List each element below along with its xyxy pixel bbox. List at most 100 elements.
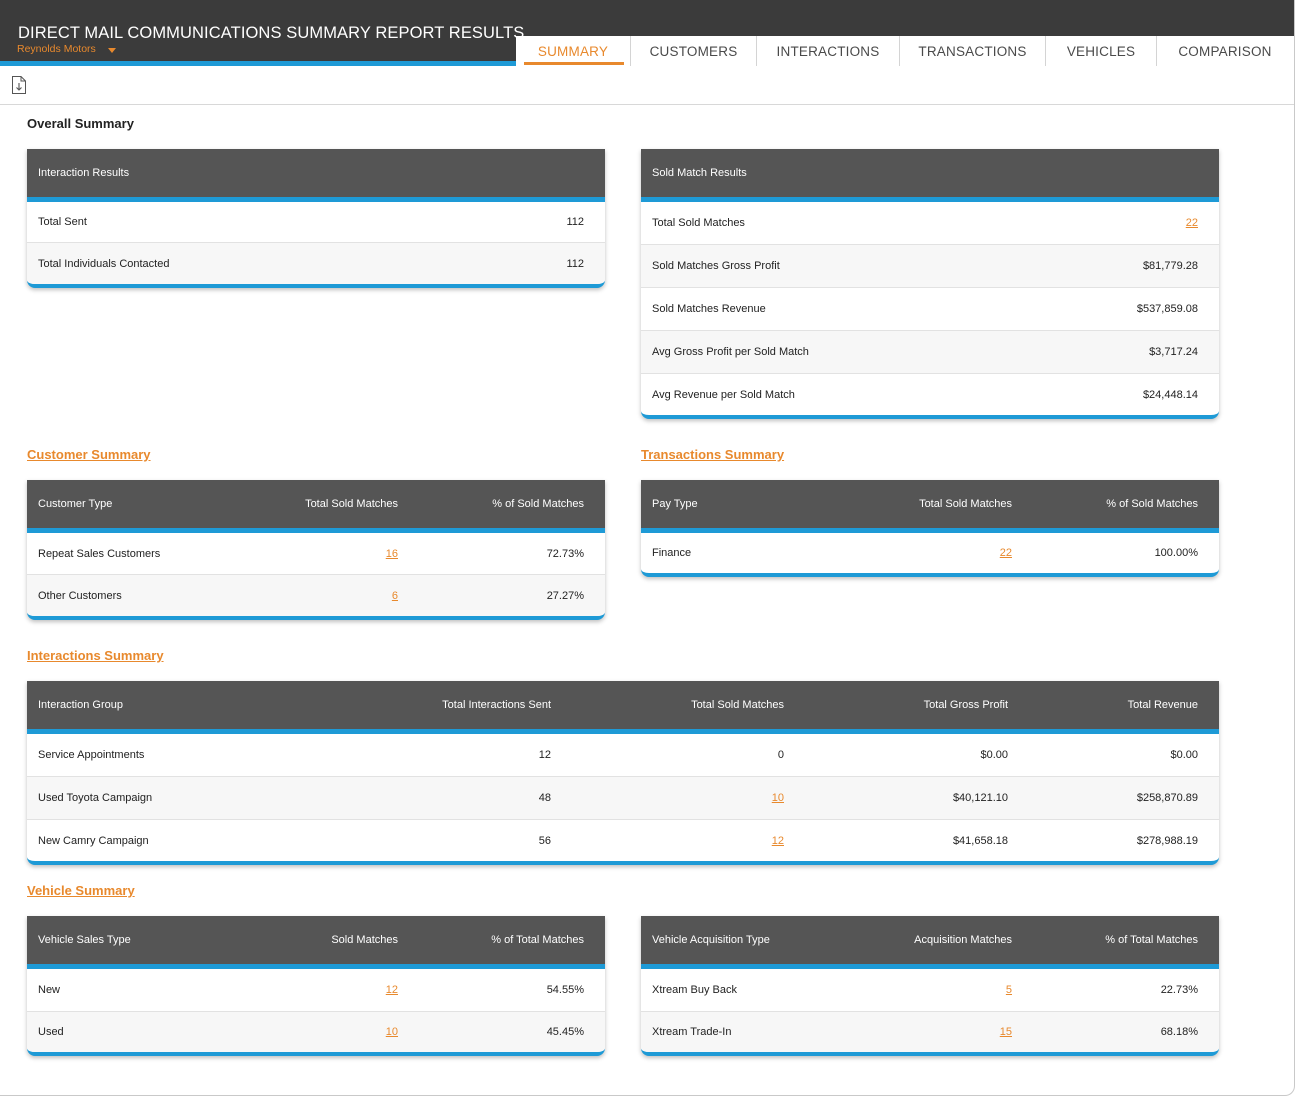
table-row: Avg Gross Profit per Sold Match $3,717.2… — [641, 331, 1219, 374]
table-row: Used 10 45.45% — [27, 1012, 605, 1052]
interactions-summary-card: Interaction Group Total Interactions Sen… — [27, 681, 1219, 865]
card-header: Pay Type Total Sold Matches % of Sold Ma… — [641, 480, 1219, 533]
col-header: Total Sold Matches — [919, 498, 1012, 510]
table-row: Repeat Sales Customers 16 72.73% — [27, 533, 605, 575]
total-sold-matches-link[interactable]: 22 — [1185, 217, 1198, 229]
table-row: Total Individuals Contacted 112 — [27, 243, 605, 284]
table-row: Finance 22 100.00% — [641, 533, 1219, 573]
acquisition-matches-link[interactable]: 15 — [999, 1026, 1012, 1038]
caret-down-icon — [107, 47, 116, 53]
row-value: $3,717.24 — [1149, 346, 1198, 358]
col-header: Customer Type — [38, 498, 113, 510]
cell: Xtream Trade-In — [652, 1026, 732, 1038]
cell: Used Toyota Campaign — [38, 792, 153, 804]
col-header: Interaction Group — [38, 699, 123, 711]
row-value: $81,779.28 — [1142, 260, 1198, 272]
row-value: $537,859.08 — [1136, 303, 1198, 315]
table-row: Avg Revenue per Sold Match $24,448.14 — [641, 374, 1219, 415]
report-tabs: SUMMARY CUSTOMERS INTERACTIONS TRANSACTI… — [516, 36, 1293, 66]
sold-matches-link[interactable]: 10 — [771, 792, 784, 804]
sold-matches-link[interactable]: 22 — [999, 547, 1012, 559]
vehicle-summary-link[interactable]: Vehicle Summary — [27, 883, 135, 898]
cell: $40,121.10 — [952, 792, 1008, 804]
interactions-summary-link[interactable]: Interactions Summary — [27, 648, 164, 663]
card-header: Vehicle Sales Type Sold Matches % of Tot… — [27, 916, 605, 969]
cell: $0.00 — [980, 749, 1008, 761]
col-header: Pay Type — [652, 498, 698, 510]
row-label: Total Sent — [38, 216, 87, 228]
overall-summary-title: Overall Summary — [27, 116, 134, 131]
cell: 68.18% — [1160, 1026, 1198, 1038]
cell: 45.45% — [546, 1026, 584, 1038]
title-block: DIRECT MAIL COMMUNICATIONS SUMMARY REPOR… — [0, 0, 524, 66]
col-header: Total Sold Matches — [691, 699, 784, 711]
cell: 27.27% — [546, 589, 584, 602]
tab-vehicles[interactable]: VEHICLES — [1046, 36, 1157, 66]
sold-matches-link[interactable]: 12 — [385, 984, 398, 996]
customer-summary-card: Customer Type Total Sold Matches % of So… — [27, 480, 605, 620]
row-value: 112 — [566, 216, 584, 228]
row-value: $24,448.14 — [1142, 388, 1198, 401]
table-row: New Camry Campaign 56 12 $41,658.18 $278… — [27, 820, 1219, 861]
tab-interactions[interactable]: INTERACTIONS — [757, 36, 900, 66]
sold-matches-link[interactable]: 6 — [391, 589, 398, 602]
cell: New — [38, 984, 61, 996]
tab-comparison[interactable]: COMPARISON — [1178, 43, 1272, 59]
table-row: Sold Matches Revenue $537,859.08 — [641, 288, 1219, 331]
customer-summary-link[interactable]: Customer Summary — [27, 447, 151, 462]
cell: $278,988.19 — [1136, 834, 1198, 847]
tab-summary[interactable]: SUMMARY — [516, 36, 631, 66]
download-document-icon[interactable] — [11, 75, 27, 95]
table-row: Other Customers 6 27.27% — [27, 575, 605, 616]
col-header: % of Total Matches — [1105, 934, 1198, 946]
acquisition-matches-link[interactable]: 5 — [1005, 984, 1012, 996]
col-header: Total Sold Matches — [305, 498, 398, 510]
cell: 0 — [777, 749, 784, 761]
dealer-selector[interactable]: Reynolds Motors — [17, 43, 116, 55]
cell: $41,658.18 — [952, 834, 1008, 847]
cell: 12 — [538, 749, 551, 761]
col-header: % of Total Matches — [491, 934, 584, 946]
cell: 56 — [538, 834, 551, 847]
toolbar — [0, 66, 1294, 105]
transactions-summary-card: Pay Type Total Sold Matches % of Sold Ma… — [641, 480, 1219, 577]
col-header: Acquisition Matches — [914, 934, 1012, 946]
row-label: Avg Revenue per Sold Match — [652, 388, 795, 401]
col-header: % of Sold Matches — [1106, 498, 1198, 510]
transactions-summary-link[interactable]: Transactions Summary — [641, 447, 785, 462]
table-row: Service Appointments 12 0 $0.00 $0.00 — [27, 734, 1219, 777]
sold-matches-link[interactable]: 16 — [385, 547, 398, 560]
card-header: Interaction Results — [27, 149, 605, 202]
cell: 48 — [538, 792, 551, 804]
cell: Used — [38, 1026, 64, 1038]
page-title: DIRECT MAIL COMMUNICATIONS SUMMARY REPOR… — [18, 24, 525, 42]
table-row: Xtream Trade-In 15 68.18% — [641, 1012, 1219, 1052]
table-row: Sold Matches Gross Profit $81,779.28 — [641, 245, 1219, 288]
table-row: Xtream Buy Back 5 22.73% — [641, 969, 1219, 1012]
sold-match-results-card: Sold Match Results Total Sold Matches 22… — [641, 149, 1219, 419]
col-header: Vehicle Acquisition Type — [652, 934, 770, 946]
tab-transactions[interactable]: TRANSACTIONS — [900, 36, 1046, 66]
row-label: Total Individuals Contacted — [38, 257, 170, 270]
cell: New Camry Campaign — [38, 834, 149, 847]
cell: Service Appointments — [38, 749, 145, 761]
row-label: Sold Matches Revenue — [652, 303, 766, 315]
sold-matches-link[interactable]: 12 — [771, 834, 784, 847]
card-header: Interaction Group Total Interactions Sen… — [27, 681, 1219, 734]
cell: Repeat Sales Customers — [38, 547, 161, 560]
col-header: Total Interactions Sent — [442, 699, 551, 711]
cell: 22.73% — [1160, 984, 1198, 996]
cell: $258,870.89 — [1136, 792, 1198, 804]
sold-matches-link[interactable]: 10 — [385, 1026, 398, 1038]
interaction-results-card: Interaction Results Total Sent 112 Total… — [27, 149, 605, 288]
cell: $0.00 — [1170, 749, 1198, 761]
col-header: Total Revenue — [1127, 699, 1198, 711]
cell: 72.73% — [546, 547, 584, 560]
cell: Xtream Buy Back — [652, 984, 737, 996]
col-header: % of Sold Matches — [492, 498, 584, 510]
tab-customers[interactable]: CUSTOMERS — [631, 36, 757, 66]
table-row: Total Sent 112 — [27, 202, 605, 243]
cell: 54.55% — [546, 984, 584, 996]
card-header: Customer Type Total Sold Matches % of So… — [27, 480, 605, 533]
